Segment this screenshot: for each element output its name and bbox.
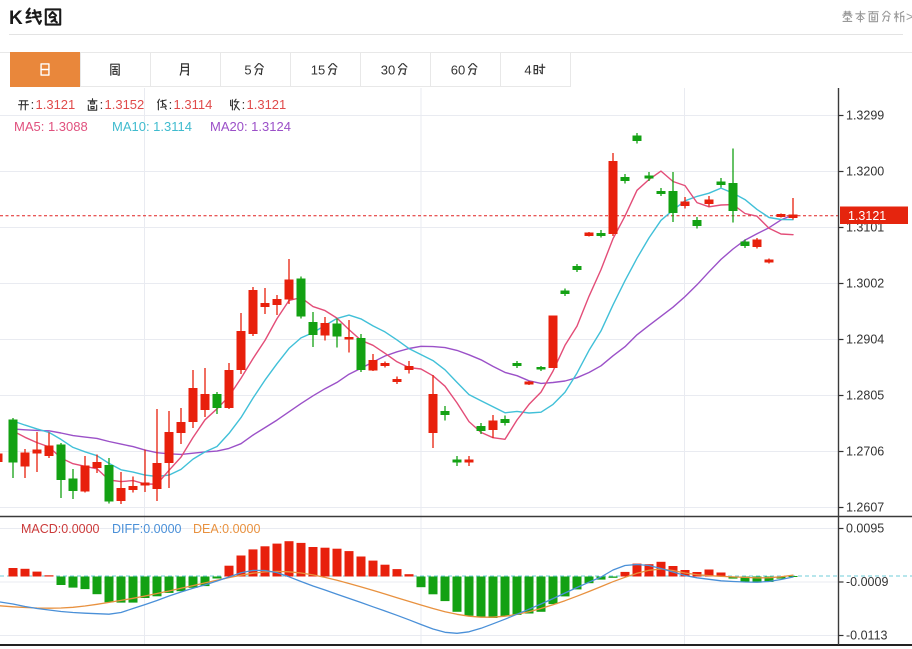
svg-text::: :: [100, 97, 104, 112]
svg-text:1.3200: 1.3200: [846, 165, 884, 179]
svg-text::: :: [31, 97, 35, 112]
svg-text:1.3299: 1.3299: [846, 109, 884, 123]
svg-text:-0.0113: -0.0113: [846, 629, 888, 643]
svg-text:4: 4: [524, 63, 531, 78]
svg-text:1.3002: 1.3002: [846, 277, 884, 291]
svg-text:60: 60: [451, 63, 465, 78]
svg-text:1.3121: 1.3121: [247, 97, 287, 112]
svg-text:1.3121: 1.3121: [848, 209, 886, 223]
svg-text:1.2706: 1.2706: [846, 445, 884, 459]
svg-text:1.3121: 1.3121: [36, 97, 76, 112]
svg-text:K: K: [9, 8, 23, 29]
svg-text:-0.0009: -0.0009: [846, 575, 888, 589]
svg-text::: :: [169, 97, 173, 112]
svg-text:30: 30: [381, 63, 395, 78]
svg-text:1.2607: 1.2607: [846, 501, 884, 515]
svg-text:1.2805: 1.2805: [846, 389, 884, 403]
svg-text:1.3152: 1.3152: [105, 97, 145, 112]
svg-text:1.3101: 1.3101: [846, 221, 884, 235]
svg-text:1.2904: 1.2904: [846, 333, 884, 347]
svg-text:>: >: [906, 10, 912, 24]
svg-text:0.0095: 0.0095: [846, 522, 884, 536]
svg-text:15: 15: [311, 63, 325, 78]
svg-text::: :: [242, 97, 246, 112]
svg-text:1.3114: 1.3114: [174, 97, 213, 112]
svg-text:5: 5: [244, 63, 251, 78]
